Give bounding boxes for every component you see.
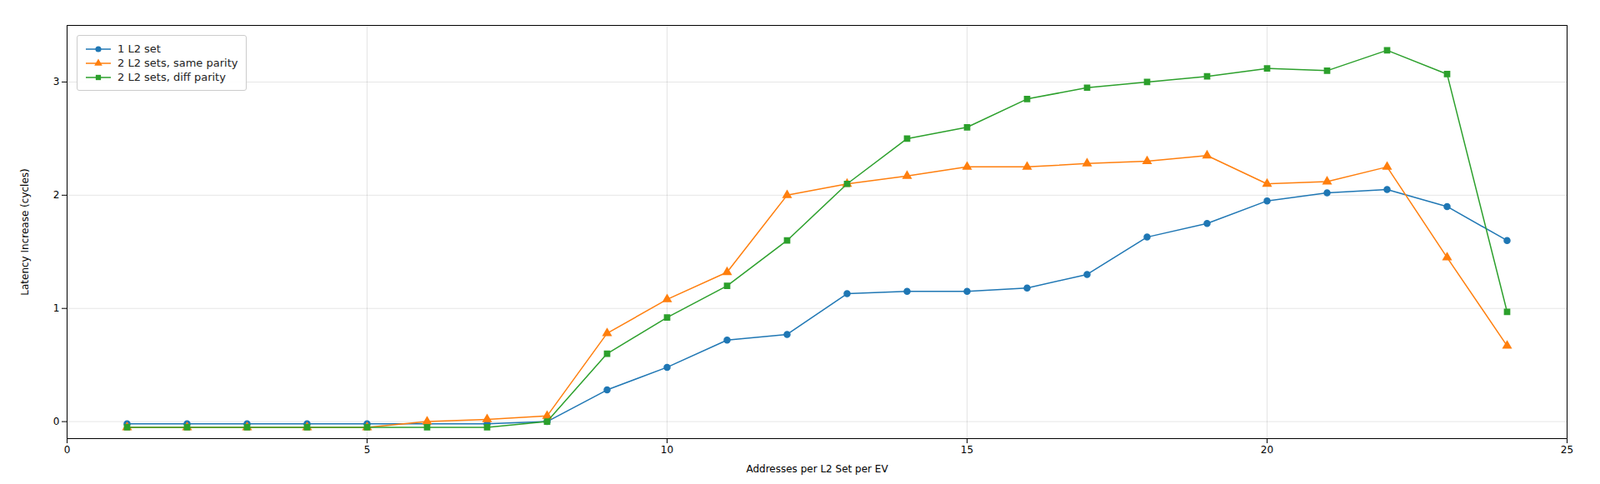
svg-text:2: 2 — [53, 189, 60, 201]
svg-text:0: 0 — [64, 444, 71, 456]
svg-text:15: 15 — [960, 444, 974, 456]
svg-text:Addresses per L2 Set per EV: Addresses per L2 Set per EV — [745, 463, 889, 475]
svg-text:10: 10 — [660, 444, 674, 456]
html-text:2 L2 sets, same parity: 2 L2 sets, same parity — [117, 56, 238, 70]
html-text:1 L2 set: 1 L2 set — [117, 42, 161, 55]
svg-text:20: 20 — [1260, 444, 1274, 456]
svg-text:0: 0 — [53, 415, 60, 428]
html-text:2 L2 sets, diff parity: 2 L2 sets, diff parity — [117, 70, 226, 84]
svg-text:1: 1 — [53, 302, 60, 315]
svg-text:Latency Increase (cycles): Latency Increase (cycles) — [19, 168, 31, 295]
svg-text:25: 25 — [1560, 444, 1574, 456]
svg-text:5: 5 — [364, 444, 371, 456]
svg-text:3: 3 — [53, 75, 60, 88]
